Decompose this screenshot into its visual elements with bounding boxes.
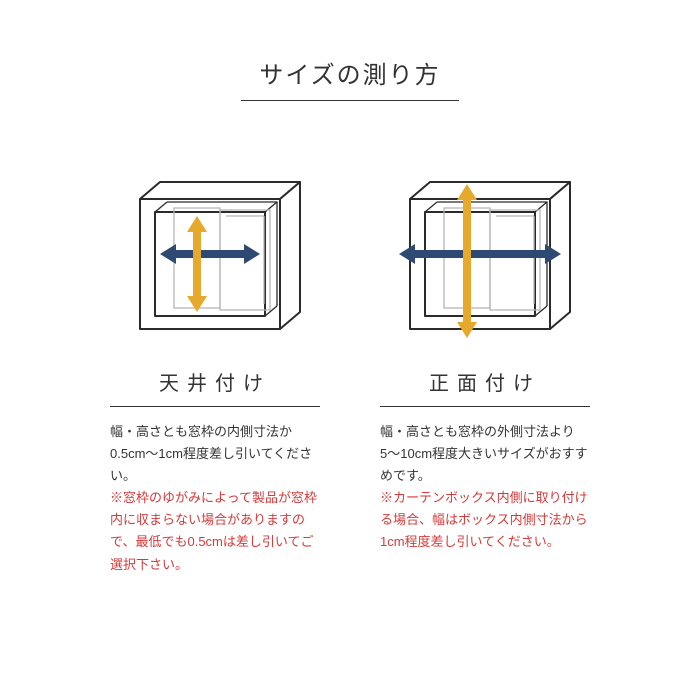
window-svg-front — [385, 154, 585, 354]
desc-note-ceiling: ※窓枠のゆがみによって製品が窓枠内に収まらない場合がありますので、最低でも0.5… — [110, 487, 320, 575]
desc-text-front: 幅・高さとも窓枠の外側寸法より5〜10cm程度大きいサイズがおすすめです。 — [380, 421, 590, 487]
desc-text-ceiling: 幅・高さとも窓枠の内側寸法か0.5cm〜1cm程度差し引いてください。 — [110, 421, 320, 487]
main-title-wrap: サイズの測り方 — [241, 55, 458, 101]
window-figure-front — [385, 149, 585, 359]
columns-container: 天井付け 幅・高さとも窓枠の内側寸法か0.5cm〜1cm程度差し引いてください。… — [110, 149, 590, 576]
window-figure-ceiling — [115, 149, 315, 359]
main-title: サイズの測り方 — [259, 55, 440, 90]
column-ceiling: 天井付け 幅・高さとも窓枠の内側寸法か0.5cm〜1cm程度差し引いてください。… — [110, 149, 320, 576]
subtitle-wrap-front: 正面付け — [380, 367, 590, 407]
column-front: 正面付け 幅・高さとも窓枠の外側寸法より5〜10cm程度大きいサイズがおすすめで… — [380, 149, 590, 576]
desc-note-front: ※カーテンボックス内側に取り付ける場合、幅はボックス内側寸法から1cm程度差し引… — [380, 487, 590, 553]
subtitle-ceiling: 天井付け — [110, 367, 320, 396]
window-svg-ceiling — [115, 154, 315, 354]
subtitle-front: 正面付け — [380, 367, 590, 396]
subtitle-wrap-ceiling: 天井付け — [110, 367, 320, 407]
